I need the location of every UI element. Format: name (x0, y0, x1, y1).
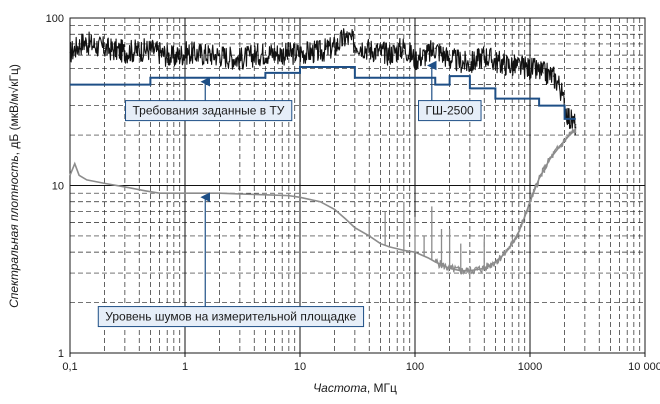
gsh-2500-point (345, 36, 347, 38)
gsh-2500-point (414, 58, 416, 60)
noise-spikes (368, 201, 485, 271)
gsh-2500-point (388, 53, 391, 55)
y-tick-label: 100 (46, 13, 64, 25)
gsh-2500-point (173, 57, 175, 59)
annotation-label: ГШ-2500 (426, 104, 475, 118)
x-tick-label: 0,1 (62, 361, 77, 373)
gsh-2500-point (552, 75, 555, 77)
gsh-2500-point (368, 48, 370, 50)
gsh-2500-point (494, 60, 496, 63)
y-axis-label: Спектральная плотность, дБ (мкВ/м√кГц) (7, 64, 21, 308)
y-tick-label: 10 (52, 181, 64, 193)
series-2 (70, 65, 576, 120)
gsh-2500-point (288, 53, 290, 55)
noise-floor-jitter (434, 127, 577, 276)
annotation-3: Уровень шумов на измерительной площадке (97, 306, 365, 328)
x-tick-label: 10 000 (628, 361, 660, 373)
noise-floor-line (69, 129, 577, 272)
gsh-2500-point (219, 54, 221, 56)
gsh-2500-point (184, 52, 186, 54)
x-axis-label-unit: , МГц (367, 381, 397, 395)
gsh-2500-point (299, 52, 301, 54)
annotation-label: Уровень шумов на измерительной площадке (105, 310, 356, 324)
annotation-layer: Требования заданные в ТУ ГШ-2500 Уровень ш… (97, 60, 482, 328)
gsh-2500-point (264, 52, 266, 54)
gsh-2500-point (469, 63, 471, 65)
gsh-2500-point (427, 53, 429, 55)
annotation-1: Требования заданные в ТУ (125, 100, 293, 122)
annotation-box (418, 100, 482, 122)
x-tick-label: 1000 (518, 361, 542, 373)
gsh-2500-point (82, 41, 84, 43)
gsh-2500-point (483, 54, 485, 56)
gsh-2500-point (575, 124, 577, 126)
x-tick-label: 1 (182, 361, 188, 373)
gsh-2500-point (542, 72, 544, 74)
gsh-2500-point (334, 46, 336, 48)
gsh-2500-point (239, 58, 241, 60)
annotation-2: ГШ-2500 (418, 100, 482, 122)
annotation-box (125, 100, 293, 122)
gsh-2500-point (354, 42, 356, 44)
gsh-2500-point (69, 52, 71, 54)
gsh-2500-point (449, 58, 451, 60)
x-axis-ticks: 0,1 1 10 100 1000 10 000 (62, 353, 660, 373)
gsh-2500-point (434, 47, 436, 49)
annotation-label: Требования заданные в ТУ (133, 104, 285, 118)
annotation-box (97, 306, 365, 328)
gsh-2500-point (319, 51, 321, 53)
y-axis-ticks: 1 10 100 (46, 13, 64, 360)
y-axis-label-unit: , дБ (мкВ/м√кГц) (7, 64, 21, 155)
x-tick-label: 100 (406, 361, 424, 373)
x-axis-label-main: Частота (313, 381, 367, 395)
series-layer (69, 28, 577, 276)
gsh-2500-point (558, 84, 560, 86)
gsh-2500-point (511, 64, 513, 67)
x-tick-label: 10 (294, 361, 306, 373)
x-axis-label: Частота, МГц (313, 381, 397, 395)
plot-frame (69, 17, 646, 354)
gsh-2500-point (124, 51, 126, 53)
y-axis-label-main: Спектральная плотность (7, 155, 21, 308)
gsh-2500-point (149, 48, 151, 50)
y-tick-label: 1 (58, 348, 64, 360)
requirement-step-line (70, 65, 576, 120)
gsh-2500-point (529, 67, 531, 70)
gsh-2500-trace (69, 28, 577, 136)
gsh-2500-point (403, 46, 405, 48)
gsh-2500-point (104, 47, 106, 49)
